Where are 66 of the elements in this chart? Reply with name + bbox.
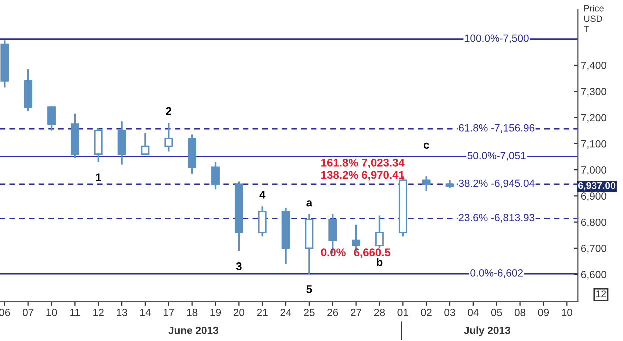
annotation: 61.8% -7,156.96 (459, 124, 535, 134)
candlestick (422, 176, 431, 192)
x-tick-label: 24 (280, 309, 292, 316)
x-tick-label: 26 (328, 309, 338, 316)
candlestick (94, 127, 103, 164)
annotation: 3 (236, 262, 242, 270)
x-tick-label: 02 (421, 309, 432, 316)
candlestick (141, 132, 150, 156)
annotation: 0.0%-6,602 (470, 269, 523, 278)
annotation: b (377, 258, 383, 266)
annotation: 5 (306, 286, 312, 294)
x-tick-label: 05 (491, 309, 502, 316)
annotation: 100.0%-7,500 (465, 34, 529, 44)
x-tick-label: 12 (94, 309, 104, 316)
text: June 2013 (168, 326, 218, 334)
x-tick-label: 04 (468, 309, 479, 316)
text: 6,937.00 (578, 182, 616, 191)
x-tick-label: 09 (538, 309, 550, 316)
y-tick-label: 6,800 (581, 218, 607, 228)
candlestick (48, 105, 56, 132)
x-tick-label: 08 (514, 309, 526, 316)
annotation: 4 (260, 191, 266, 199)
x-tick-label: 20 (234, 309, 245, 316)
x-tick-label: 17 (164, 309, 174, 316)
annotation: 0.0% (321, 248, 346, 257)
x-tick-label: 06 (0, 309, 10, 316)
candlestick (212, 161, 220, 190)
annotation: 23.6% -6,813.93 (459, 214, 535, 223)
x-tick-label: 21 (257, 309, 268, 316)
y-tick-label: 6,700 (581, 244, 607, 254)
x-tick-label: 18 (187, 309, 198, 316)
annotation: c (424, 142, 430, 149)
annotation: a (306, 200, 313, 207)
annotation: 50.0%-7,051 (468, 152, 526, 161)
candlestick (118, 120, 126, 166)
x-tick-label: 01 (398, 309, 408, 316)
x-tick-label: 25 (304, 309, 315, 316)
text: 12 (596, 290, 606, 298)
y-tick-label: 7,300 (581, 88, 607, 97)
y-axis-title: Price USD T (584, 5, 604, 32)
x-tick-label: 28 (374, 309, 386, 316)
annotation: 2 (166, 107, 172, 116)
x-tick-label: 11 (70, 309, 80, 316)
x-tick-label: 10 (562, 309, 573, 316)
x-tick-label: 07 (22, 309, 34, 316)
x-tick-label: 14 (140, 309, 151, 316)
x-tick-label: 27 (351, 309, 362, 316)
annotation: 1 (96, 174, 102, 182)
annotation: 6,660.5 (354, 248, 391, 258)
y-tick-label: 7,000 (581, 166, 607, 176)
text: July 2013 (464, 326, 510, 336)
candlestick (258, 206, 267, 238)
candlestick (164, 122, 174, 153)
x-tick-label: 03 (444, 309, 456, 316)
x-tick-label: 10 (46, 309, 58, 316)
x-tick-label: 13 (117, 309, 128, 316)
y-tick-label: 7,200 (581, 114, 607, 123)
y-tick-label: 6,600 (581, 271, 607, 280)
y-tick-label: 6,900 (581, 192, 607, 202)
candlestick (376, 214, 384, 250)
annotation: 38.2% -6,945.04 (459, 180, 535, 188)
y-tick-label: 7,100 (581, 140, 607, 150)
x-tick-label: 19 (210, 309, 222, 316)
annotation: 138.2% 6,970.41 (322, 171, 405, 181)
y-tick-label: 7,400 (581, 62, 607, 71)
annotation: 161.8% 7,023.34 (322, 158, 405, 168)
